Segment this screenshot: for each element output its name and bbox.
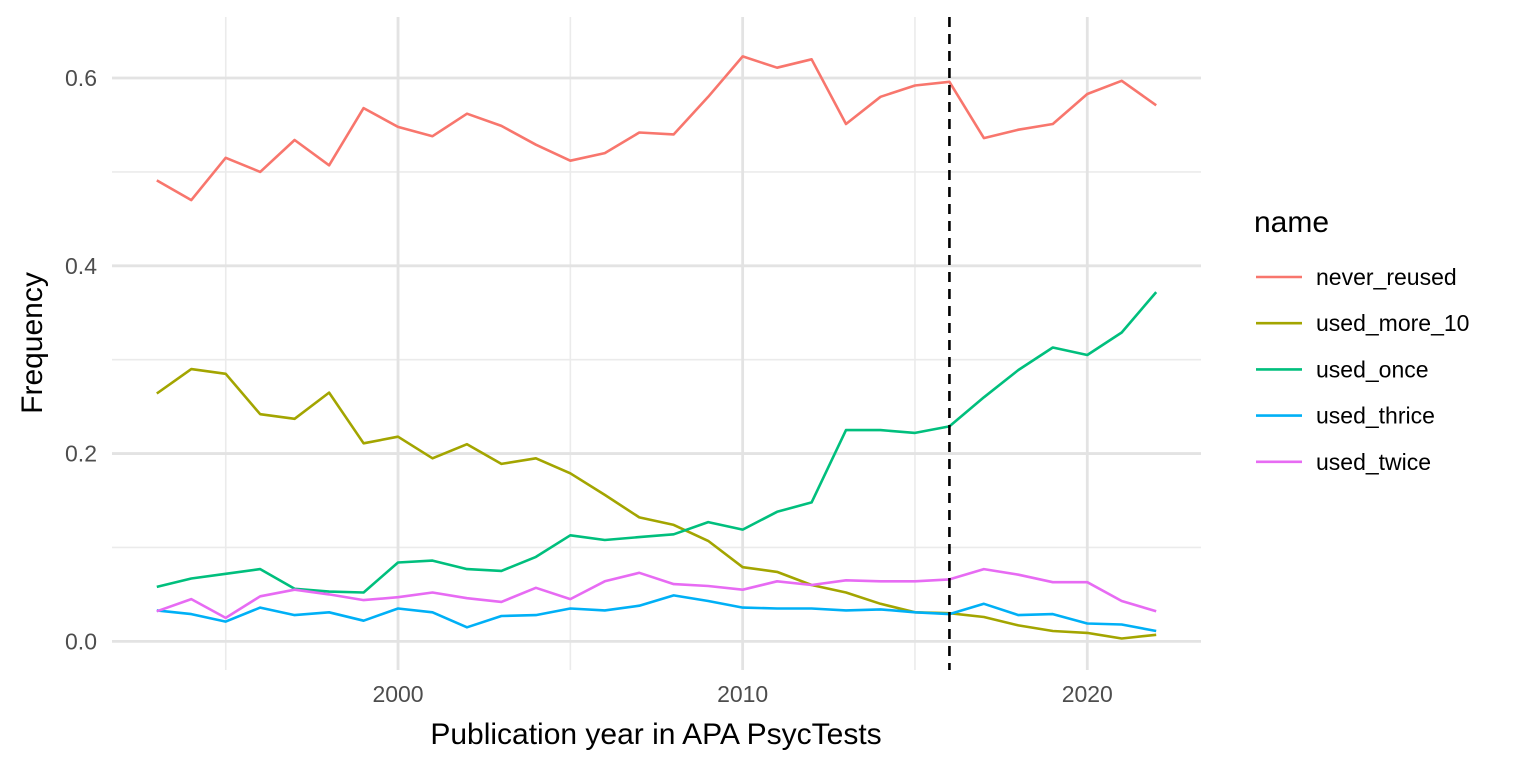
minor-gridlines	[112, 17, 1201, 670]
legend-label: used_thrice	[1316, 403, 1435, 429]
legend-title: name	[1254, 206, 1329, 239]
legend-item-used-thrice: used_thrice	[1256, 403, 1435, 429]
y-tick-label: 0.4	[65, 253, 97, 279]
series-line-used-twice	[156, 567, 1157, 620]
x-axis-title: Publication year in APA PsycTests	[430, 718, 881, 751]
y-tick-label: 0.2	[65, 441, 97, 467]
y-tick-label: 0.6	[65, 65, 97, 91]
legend: name never_reused used_more_10 used_onceus…	[1254, 206, 1469, 475]
y-axis-title: Frequency	[16, 272, 49, 414]
x-axis-tick-labels: 2000 2010 2020	[372, 681, 1112, 707]
legend-label: never_reused	[1316, 264, 1457, 290]
x-tick-label: 2010	[717, 681, 768, 707]
x-tick-label: 2000	[372, 681, 423, 707]
series-line-used-thrice	[156, 594, 1157, 633]
legend-label: used_twice	[1316, 449, 1431, 475]
y-axis-tick-labels: 0.0 0.2 0.4 0.6	[65, 65, 97, 654]
legend-label: used_more_10	[1316, 310, 1469, 336]
series-line-used-more-10	[156, 367, 1157, 640]
series-line-used-once	[156, 291, 1158, 594]
legend-label: used_once	[1316, 356, 1429, 382]
x-tick-label: 2020	[1062, 681, 1113, 707]
y-tick-label: 0.0	[65, 628, 97, 654]
legend-item-used-once: used_once	[1256, 356, 1429, 382]
legend-item-never-reused: never_reused	[1256, 264, 1457, 290]
major-gridlines	[112, 17, 1201, 670]
series-line-never-reused	[156, 55, 1157, 202]
legend-item-used-more-10: used_more_10	[1256, 310, 1469, 336]
series-lines	[156, 55, 1158, 640]
legend-item-used-twice: used_twice	[1256, 449, 1431, 475]
